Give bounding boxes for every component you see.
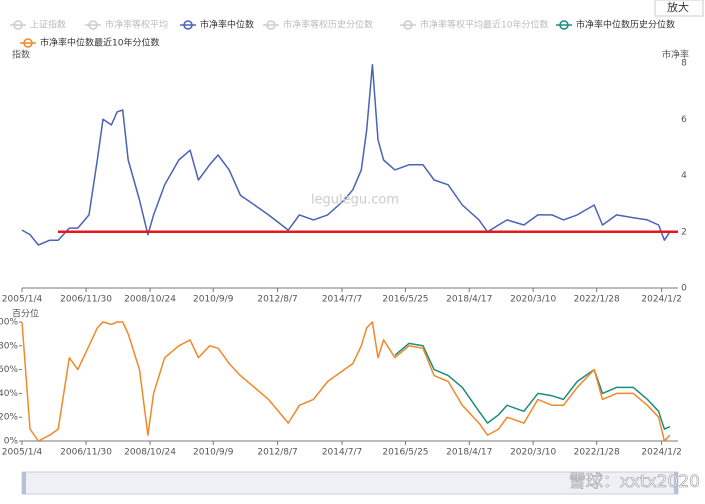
legend-label[interactable]: 市净率等权历史分位数: [283, 19, 373, 31]
x-tick-label: 2005/1/4: [2, 295, 43, 305]
x-tick-label: 2024/1/2: [641, 295, 681, 305]
legend-label[interactable]: 市净率等权平均最近10年分位数: [420, 19, 548, 31]
x-tick-label: 2012/8/7: [257, 295, 297, 305]
legend-label[interactable]: 市净率中位数历史分位数: [576, 19, 675, 31]
y-axis-label: 指数: [12, 49, 30, 61]
zoom-button-label[interactable]: 放大: [667, 0, 689, 14]
x-tick-label: 2008/10/24: [124, 448, 176, 458]
x-tick-label: 2010/9/9: [193, 295, 234, 305]
y-tick-label: 40%: [0, 389, 18, 399]
x-tick-label: 2016/5/25: [382, 295, 428, 305]
y-tick-label: 20%: [0, 413, 18, 423]
x-tick-label: 2022/1/28: [574, 295, 620, 305]
legend-label[interactable]: 上证指数: [30, 19, 66, 31]
slider-handle[interactable]: [22, 472, 26, 494]
x-tick-label: 2018/4/17: [446, 295, 492, 305]
series-line: [21, 63, 671, 246]
watermark: legulegu.com: [311, 193, 399, 208]
legend-label[interactable]: 市净率中位数最近10年分位数: [40, 37, 159, 49]
x-tick-label: 2020/3/10: [510, 295, 556, 305]
x-tick-label: 2008/10/24: [124, 295, 176, 305]
x-tick-label: 2005/1/4: [2, 448, 43, 458]
x-tick-label: 2016/5/25: [382, 448, 428, 458]
legend-label[interactable]: 市净率等权平均: [105, 19, 168, 31]
series-line: [21, 321, 671, 442]
x-tick-label: 2006/11/30: [60, 295, 112, 305]
y2-axis-label: 市净率: [662, 49, 689, 61]
y2-tick-label: 2: [681, 227, 687, 237]
x-tick-label: 2010/9/9: [193, 448, 234, 458]
y2-tick-label: 0: [681, 284, 687, 294]
x-tick-label: 2020/3/10: [510, 448, 556, 458]
x-tick-label: 2024/1/2: [641, 448, 681, 458]
footer-watermark: 雪球：xxtx2020: [569, 472, 700, 492]
slider-handle[interactable]: [674, 472, 678, 494]
x-tick-label: 2018/4/17: [446, 448, 492, 458]
series-line: [394, 342, 671, 430]
x-tick-label: 2012/8/7: [257, 448, 297, 458]
y2-tick-label: 6: [681, 115, 687, 125]
y-tick-label: 80%: [0, 341, 18, 351]
y2-tick-label: 4: [681, 171, 687, 181]
y2-tick-label: 8: [681, 59, 687, 69]
y-axis-label: 百分位: [12, 308, 39, 320]
y-tick-label: 60%: [0, 365, 18, 375]
x-tick-label: 2014/7/7: [322, 448, 362, 458]
y-tick-label: 100%: [0, 318, 18, 328]
y-tick-label: 0%: [4, 437, 19, 447]
x-tick-label: 2014/7/7: [322, 295, 362, 305]
zoom-button[interactable]: [654, 0, 704, 17]
x-tick-label: 2006/11/30: [60, 448, 112, 458]
x-tick-label: 2022/1/28: [574, 448, 620, 458]
legend-label[interactable]: 市净率中位数: [200, 19, 254, 31]
